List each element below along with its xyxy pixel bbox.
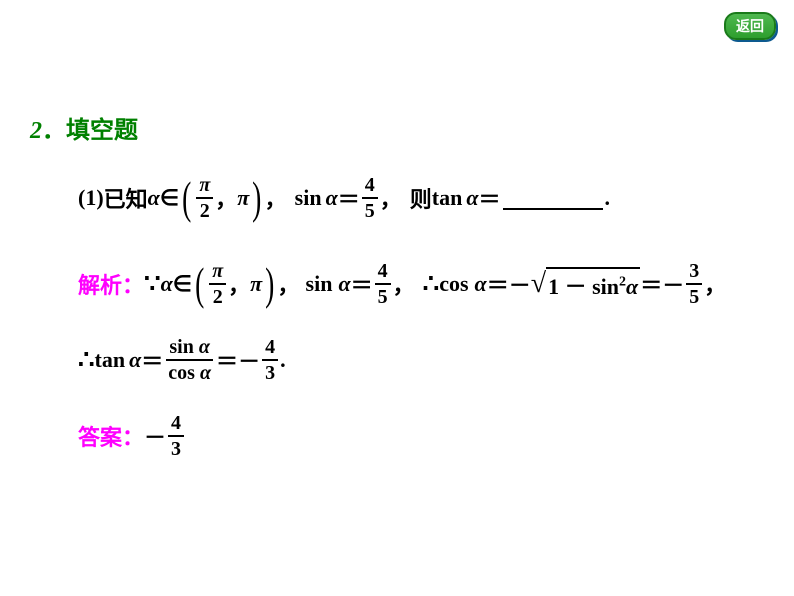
pi-over-2-1: π 2 [196, 175, 213, 221]
question-number: 2 [30, 118, 42, 144]
answer-line: 答案： － 4 3 [78, 413, 760, 459]
solution-label: 解析： [78, 268, 144, 300]
pi-over-2-2: π 2 [209, 261, 226, 307]
comma-2: ， [265, 182, 287, 214]
tan-1: tan [432, 185, 463, 211]
sin-over-cos: sin α cos α [165, 337, 214, 383]
comma-6: ， [393, 268, 415, 300]
pi-2: π [250, 271, 262, 297]
solution-line-1: 解析： ∵ α ∈ ( π 2 ， π ) ， sin α ＝ 4 5 ， ∴ … [78, 261, 760, 307]
neg-1: － [509, 268, 531, 300]
answer-blank [503, 186, 603, 210]
alpha-6: α [475, 271, 487, 297]
question-line-1: (1) 已知 α ∈ ( π 2 ， π ) ， sin α ＝ 4 5 ， 则… [78, 175, 760, 221]
period-1: . [605, 185, 611, 211]
because-sym: ∵ [144, 269, 161, 299]
alpha-2: α [326, 185, 338, 211]
eq-4: ＝ [487, 268, 509, 300]
period-2: . [280, 347, 286, 373]
then-text: 则 [410, 182, 432, 214]
four-thirds-1: 4 3 [262, 337, 278, 383]
four-fifths-1: 4 5 [362, 175, 378, 221]
eq-7: ＝ [216, 344, 238, 376]
sin-2: sin [306, 271, 333, 297]
alpha-3: α [466, 185, 478, 211]
pi-1: π [237, 185, 249, 211]
alpha-5: α [338, 271, 350, 297]
lparen-2: ( [195, 268, 204, 300]
tan-2: tan [95, 347, 126, 373]
alpha-4: α [161, 271, 173, 297]
cos-1: cos [439, 271, 468, 297]
comma-4: ， [228, 268, 250, 300]
alpha-1: α [148, 185, 160, 211]
given-prefix: 已知 [104, 182, 148, 214]
return-button[interactable]: 返回 [724, 12, 776, 40]
therefore-2: ∴ [78, 345, 95, 375]
lparen-1: ( [182, 182, 191, 214]
neg-3: － [238, 344, 260, 376]
therefore-1: ∴ [423, 269, 440, 299]
sqrt-expr: √ 1 － sin2α [531, 267, 640, 301]
four-fifths-2: 4 5 [375, 261, 391, 307]
answer-label: 答案： [78, 420, 144, 452]
rparen-1: ) [252, 182, 261, 214]
eq-6: ＝ [141, 344, 163, 376]
three-fifths: 3 5 [686, 261, 702, 307]
comma-3: ， [380, 182, 402, 214]
eq-5: ＝ [640, 268, 662, 300]
comma-1: ， [215, 182, 237, 214]
alpha-7: α [129, 347, 141, 373]
solution-line-2: ∴ tan α ＝ sin α cos α ＝ － 4 3 . [78, 337, 760, 383]
eq-3: ＝ [351, 268, 373, 300]
part-label: (1) [78, 185, 104, 211]
in-symbol-1: ∈ [160, 185, 179, 211]
question-header: 2．填空题 [30, 110, 760, 145]
comma-5: ， [278, 268, 300, 300]
neg-4: － [144, 420, 166, 452]
question-title: 填空题 [66, 117, 138, 144]
content: 2．填空题 (1) 已知 α ∈ ( π 2 ， π ) ， sin α ＝ 4… [30, 110, 760, 459]
eq-1: ＝ [338, 182, 360, 214]
question-dot: ． [42, 117, 66, 144]
eq-2: ＝ [479, 182, 501, 214]
four-thirds-2: 4 3 [168, 413, 184, 459]
in-symbol-2: ∈ [173, 271, 192, 297]
comma-tail: ， [704, 268, 726, 300]
neg-2: － [662, 268, 684, 300]
sin-1: sin [295, 185, 322, 211]
rparen-2: ) [265, 268, 274, 300]
